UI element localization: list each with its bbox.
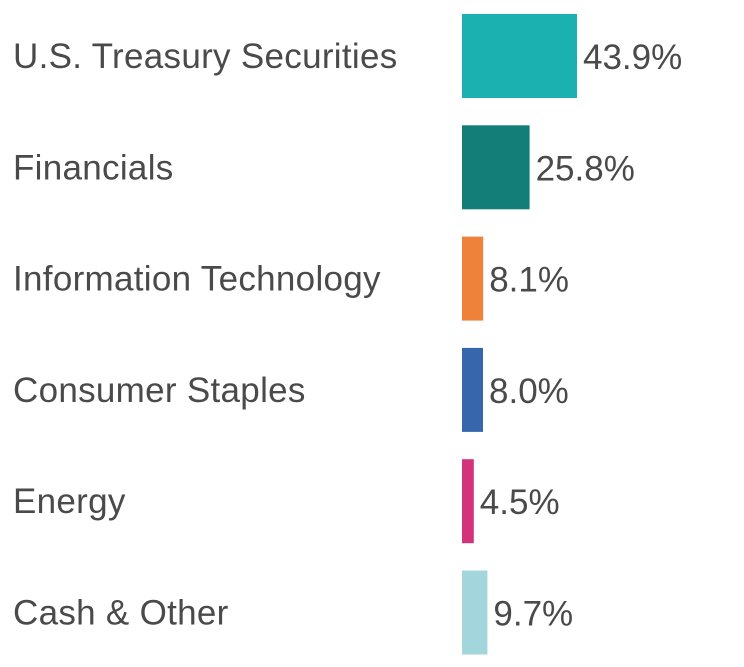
category-label: Cash & Other	[13, 594, 229, 633]
bar-row: Information Technology 8.1%	[13, 236, 569, 321]
bar	[462, 570, 488, 655]
bar	[462, 14, 577, 98]
category-label: Energy	[13, 482, 126, 521]
category-label: Consumer Staples	[13, 371, 306, 410]
bar	[462, 459, 474, 544]
bar-row: Consumer Staples 8.0%	[13, 347, 569, 432]
bar-row: Financials 25.8%	[13, 125, 635, 210]
value-label: 4.5%	[480, 483, 560, 522]
value-label: 8.1%	[489, 261, 569, 300]
bar	[462, 347, 483, 432]
bar	[462, 125, 530, 210]
bar-row: Energy 4.5%	[13, 459, 560, 544]
chart-rows: U.S. Treasury Securities 43.9% Financials 2…	[13, 14, 682, 655]
bar-row: U.S. Treasury Securities 43.9%	[13, 14, 682, 98]
value-label: 9.7%	[493, 595, 573, 634]
category-label: U.S. Treasury Securities	[13, 37, 398, 76]
bar-row: Cash & Other 9.7%	[13, 570, 573, 655]
value-label: 25.8%	[536, 149, 635, 188]
value-label: 8.0%	[489, 372, 569, 411]
bar	[462, 236, 484, 321]
value-label: 43.9%	[583, 38, 682, 77]
category-label: Information Technology	[13, 260, 381, 299]
category-label: Financials	[13, 148, 174, 187]
